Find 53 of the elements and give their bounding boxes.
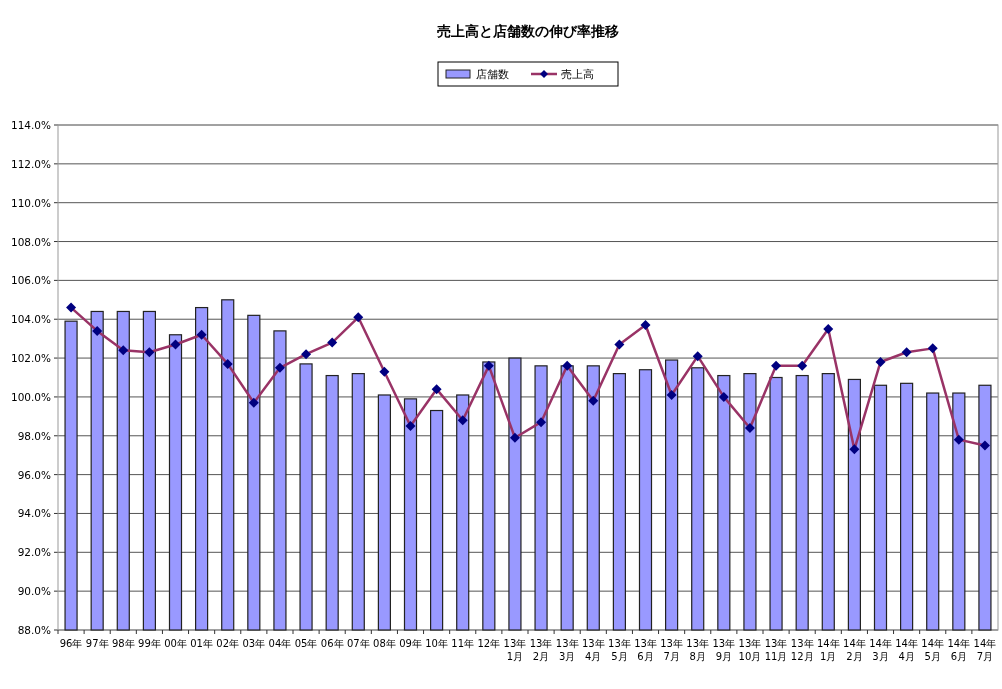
y-tick-label: 94.0%	[17, 507, 52, 520]
y-tick-label: 90.0%	[17, 585, 52, 598]
x-tick-label: 13年 9月	[712, 638, 736, 662]
x-tick-label: 04年	[268, 638, 292, 649]
x-tick-label: 13年 3月	[555, 638, 579, 662]
x-tick-label: 06年	[320, 638, 344, 649]
x-tick-label: 14年 4月	[895, 638, 918, 662]
x-tick-label: 13年 6月	[634, 638, 657, 662]
x-tick-label: 96年	[59, 638, 83, 649]
x-tick-label: 05年	[294, 638, 318, 649]
x-tick-label: 14年 3月	[869, 638, 892, 662]
y-tick-label: 102.0%	[10, 352, 52, 365]
x-tick-label: 13年 5月	[608, 638, 631, 662]
x-tick-label: 13年 4月	[581, 638, 605, 662]
x-tick-label: 02年	[216, 638, 240, 649]
x-tick-label: 14年 5月	[921, 638, 945, 662]
legend-label: 店舗数	[476, 68, 509, 81]
x-tick-label: 13年 10月	[738, 638, 762, 662]
x-tick-label: 07年	[346, 638, 370, 649]
y-tick-label: 106.0%	[10, 274, 52, 287]
y-tick-label: 92.0%	[17, 546, 52, 559]
y-tick-label: 114.0%	[10, 119, 52, 131]
x-tick-label: 13年 2月	[529, 638, 553, 662]
x-tick-label: 11年	[451, 638, 475, 649]
x-tick-label: 01年	[190, 638, 213, 649]
x-tick-label: 14年 6月	[947, 638, 971, 662]
x-tick-label: 13年 8月	[686, 638, 710, 662]
x-tick-label: 00年	[164, 638, 187, 649]
x-tick-label: 13年 1月	[503, 638, 527, 662]
x-tick-label: 98年	[111, 638, 135, 649]
y-tick-label: 108.0%	[10, 235, 52, 248]
y-tick-label: 100.0%	[10, 390, 52, 403]
x-tick-label: 13年 7月	[660, 638, 683, 662]
x-tick-label: 03年	[242, 638, 266, 649]
x-tick-label: 12年	[477, 638, 501, 649]
y-tick-label: 88.0%	[17, 624, 52, 636]
y-tick-label: 112.0%	[10, 157, 52, 170]
y-tick-label: 98.0%	[17, 429, 52, 442]
x-tick-label: 13年 11月	[764, 638, 788, 662]
x-tick-label: 97年	[85, 638, 109, 649]
x-tick-label: 10年	[425, 638, 448, 649]
x-tick-label: 13年 12月	[790, 638, 814, 662]
x-tick-label: 99年	[138, 638, 161, 649]
legend-label: 売上高	[561, 68, 594, 81]
x-tick-label: 14年 2月	[843, 638, 866, 662]
x-tick-label: 14年 7月	[973, 638, 997, 662]
y-tick-label: 96.0%	[17, 468, 52, 481]
x-tick-label: 14年 1月	[816, 638, 840, 662]
chart-title: 売上高と店舗数の伸び率推移	[437, 23, 619, 39]
y-tick-label: 110.0%	[10, 196, 52, 209]
x-tick-label: 08年	[373, 638, 396, 649]
y-tick-label: 104.0%	[10, 313, 52, 326]
x-tick-label: 09年	[399, 638, 422, 649]
